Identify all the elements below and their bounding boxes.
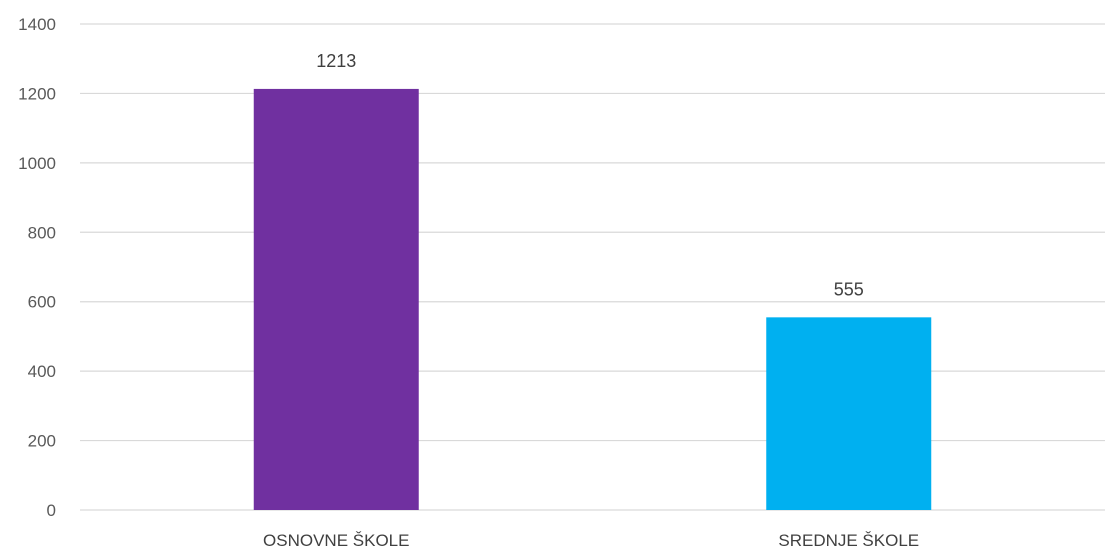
- x-category-label: OSNOVNE ŠKOLE: [263, 531, 409, 550]
- data-label: 1213: [316, 51, 356, 71]
- y-tick-label: 1000: [18, 154, 56, 173]
- y-tick-label: 600: [28, 293, 56, 312]
- data-label: 555: [834, 279, 864, 299]
- x-axis-categories: OSNOVNE ŠKOLE SREDNJE ŠKOLE: [263, 531, 919, 550]
- y-tick-label: 400: [28, 362, 56, 381]
- bars: [253, 88, 932, 510]
- y-tick-label: 1400: [18, 15, 56, 34]
- y-tick-label: 800: [28, 223, 56, 242]
- bar: [766, 317, 932, 510]
- y-tick-label: 0: [47, 501, 56, 520]
- y-axis-ticks: 0 200 400 600 800 1000 1200 1400: [18, 15, 56, 520]
- data-labels: 1213 555: [316, 51, 864, 299]
- gridlines: [80, 23, 1105, 511]
- x-category-label: SREDNJE ŠKOLE: [778, 531, 919, 550]
- y-tick-label: 200: [28, 432, 56, 451]
- bar: [253, 88, 419, 510]
- y-tick-label: 1200: [18, 84, 56, 103]
